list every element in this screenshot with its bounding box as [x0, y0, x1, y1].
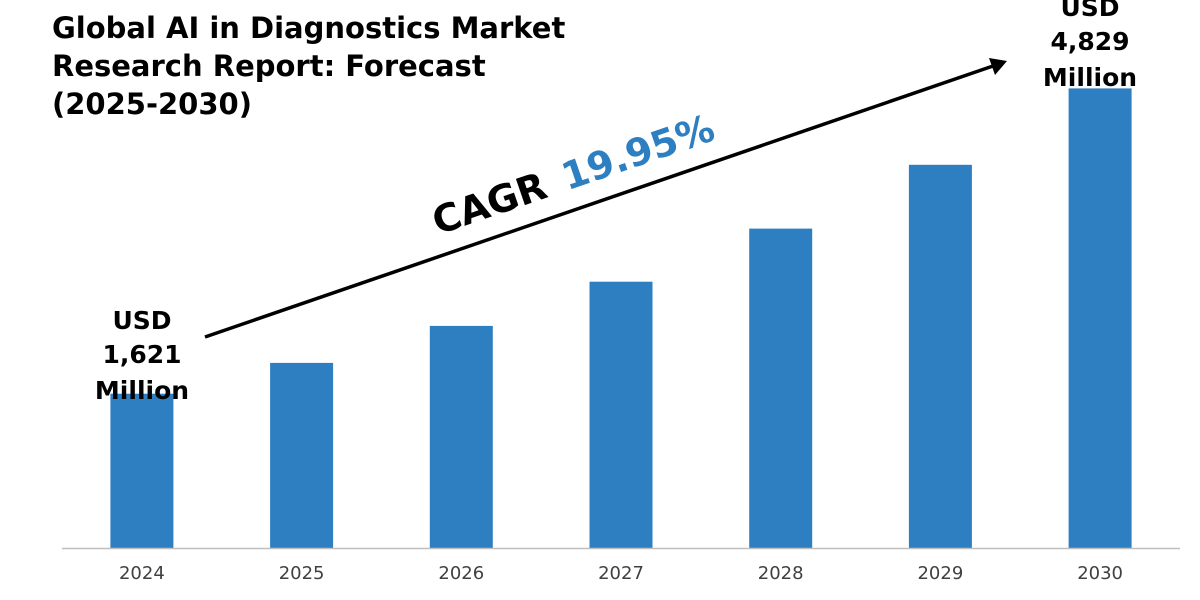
- x-tick-label-2026: 2026: [438, 563, 484, 584]
- chart-title-line-1: Global AI in Diagnostics Market: [52, 11, 565, 45]
- chart-title-line-3: (2025-2030): [52, 87, 252, 121]
- x-tick-label-2025: 2025: [279, 563, 325, 584]
- end-callout-line-1: USD: [1060, 0, 1119, 22]
- end-callout-line-2: 4,829: [1050, 27, 1129, 56]
- x-tick-labels: 2024 2025 2026 2027 2028 2029 2030: [119, 563, 1123, 584]
- bar-2027: [589, 281, 653, 548]
- bar-2030: [1068, 88, 1132, 549]
- end-callout-line-3: Million: [1043, 63, 1137, 92]
- bar-2026: [429, 325, 493, 548]
- cagr-label: CAGR: [427, 164, 553, 244]
- bar-2024: [110, 393, 174, 548]
- bar-2025: [270, 362, 334, 548]
- x-tick-label-2029: 2029: [917, 563, 963, 584]
- bar-2028: [749, 228, 813, 548]
- start-callout-line-1: USD: [112, 306, 171, 335]
- start-value-callout: USD 1,621 Million: [95, 306, 189, 405]
- x-tick-label-2027: 2027: [598, 563, 644, 584]
- start-callout-line-3: Million: [95, 376, 189, 405]
- bars-layer: [110, 88, 1132, 549]
- trend-arrow: [204, 64, 994, 339]
- end-value-callout: USD 4,829 Million: [1043, 0, 1137, 92]
- x-tick-label-2024: 2024: [119, 563, 165, 584]
- x-tick-label-2030: 2030: [1077, 563, 1123, 584]
- cagr-value: 19.95%: [556, 106, 720, 199]
- trend-arrowhead-icon: [989, 58, 1007, 75]
- start-callout-line-2: 1,621: [102, 340, 181, 369]
- bar-2029: [908, 164, 972, 549]
- x-tick-label-2028: 2028: [758, 563, 804, 584]
- chart-title-line-2: Research Report: Forecast: [52, 49, 486, 83]
